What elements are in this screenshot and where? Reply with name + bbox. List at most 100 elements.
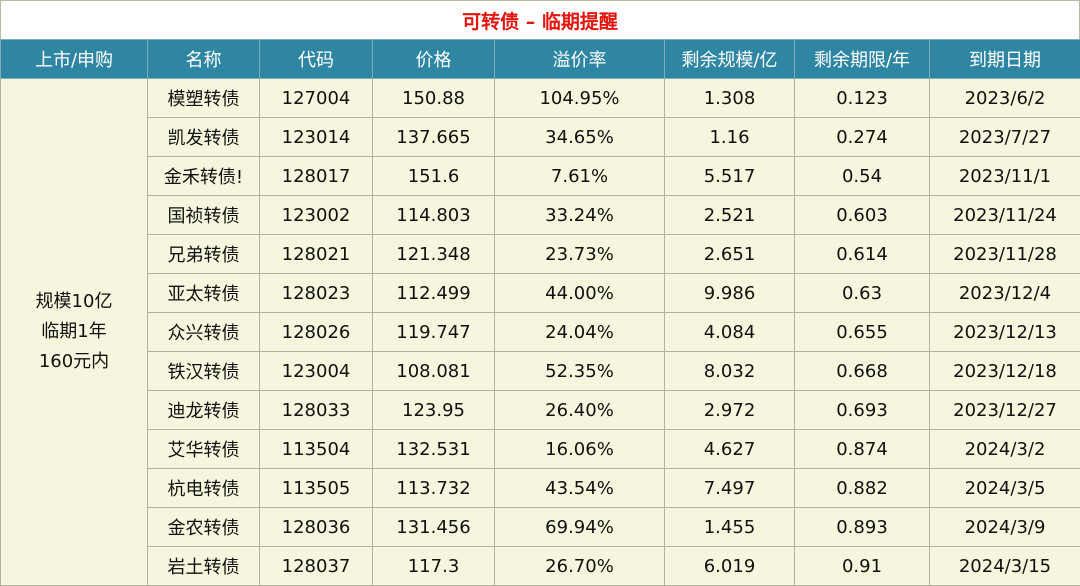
remaining-term-cell: 0.54 [795,157,930,196]
bond-name-cell: 兄弟转债 [148,235,260,274]
remaining-term-cell: 0.603 [795,196,930,235]
remaining-size-cell: 9.986 [665,274,795,313]
remaining-term-cell: 0.274 [795,118,930,157]
price-cell: 132.531 [373,430,495,469]
remaining-term-cell: 0.893 [795,508,930,547]
bond-name-cell: 铁汉转债 [148,352,260,391]
premium-rate-cell: 23.73% [495,235,665,274]
price-cell: 108.081 [373,352,495,391]
remaining-size-cell: 2.521 [665,196,795,235]
remaining-size-cell: 1.455 [665,508,795,547]
remaining-term-cell: 0.668 [795,352,930,391]
bond-code-cell: 128023 [260,274,373,313]
remaining-size-cell: 1.308 [665,79,795,118]
maturity-date-cell: 2023/12/18 [930,352,1080,391]
maturity-date-cell: 2023/7/27 [930,118,1080,157]
maturity-date-cell: 2023/12/13 [930,313,1080,352]
criteria-line: 160元内 [1,347,147,377]
premium-rate-cell: 26.70% [495,547,665,586]
bond-code-cell: 128021 [260,235,373,274]
premium-rate-cell: 52.35% [495,352,665,391]
remaining-term-cell: 0.882 [795,469,930,508]
premium-rate-cell: 104.95% [495,79,665,118]
premium-rate-cell: 34.65% [495,118,665,157]
bond-name-cell: 模塑转债 [148,79,260,118]
remaining-size-cell: 2.651 [665,235,795,274]
bond-code-cell: 123004 [260,352,373,391]
bond-name-cell: 岩土转债 [148,547,260,586]
bond-code-cell: 113504 [260,430,373,469]
maturity-date-cell: 2023/12/27 [930,391,1080,430]
bond-name-cell: 国祯转债 [148,196,260,235]
maturity-date-cell: 2023/6/2 [930,79,1080,118]
table-header-row: 上市/申购 名称 代码 价格 溢价率 剩余规模/亿 剩余期限/年 到期日期 [1,40,1080,79]
column-header-listing: 上市/申购 [1,40,148,79]
remaining-size-cell: 1.16 [665,118,795,157]
bond-code-cell: 123002 [260,196,373,235]
maturity-date-cell: 2024/3/2 [930,430,1080,469]
bond-name-cell: 众兴转债 [148,313,260,352]
criteria-line: 临期1年 [1,317,147,347]
bond-code-cell: 127004 [260,79,373,118]
remaining-size-cell: 8.032 [665,352,795,391]
maturity-date-cell: 2023/11/28 [930,235,1080,274]
column-header-maturity-date: 到期日期 [930,40,1080,79]
price-cell: 119.747 [373,313,495,352]
remaining-term-cell: 0.693 [795,391,930,430]
bond-code-cell: 128036 [260,508,373,547]
maturity-date-cell: 2024/3/9 [930,508,1080,547]
column-header-remaining-term: 剩余期限/年 [795,40,930,79]
remaining-term-cell: 0.655 [795,313,930,352]
maturity-date-cell: 2023/12/4 [930,274,1080,313]
remaining-term-cell: 0.91 [795,547,930,586]
column-header-name: 名称 [148,40,260,79]
maturity-date-cell: 2024/3/15 [930,547,1080,586]
column-header-code: 代码 [260,40,373,79]
remaining-size-cell: 2.972 [665,391,795,430]
bond-code-cell: 113505 [260,469,373,508]
remaining-term-cell: 0.874 [795,430,930,469]
bond-name-cell: 杭电转债 [148,469,260,508]
remaining-size-cell: 4.084 [665,313,795,352]
bond-code-cell: 128026 [260,313,373,352]
premium-rate-cell: 16.06% [495,430,665,469]
criteria-line: 规模10亿 [1,287,147,317]
page-title: 可转债 – 临期提醒 [0,0,1080,39]
premium-rate-cell: 44.00% [495,274,665,313]
bond-name-cell: 金农转债 [148,508,260,547]
bond-code-cell: 128033 [260,391,373,430]
maturity-date-cell: 2023/11/1 [930,157,1080,196]
bond-code-cell: 128017 [260,157,373,196]
remaining-size-cell: 7.497 [665,469,795,508]
remaining-term-cell: 0.614 [795,235,930,274]
price-cell: 131.456 [373,508,495,547]
bond-name-cell: 金禾转债! [148,157,260,196]
remaining-term-cell: 0.63 [795,274,930,313]
price-cell: 137.665 [373,118,495,157]
premium-rate-cell: 43.54% [495,469,665,508]
premium-rate-cell: 7.61% [495,157,665,196]
premium-rate-cell: 26.40% [495,391,665,430]
price-cell: 114.803 [373,196,495,235]
price-cell: 121.348 [373,235,495,274]
bond-table: 上市/申购 名称 代码 价格 溢价率 剩余规模/亿 剩余期限/年 到期日期 规模… [0,39,1080,586]
bond-name-cell: 亚太转债 [148,274,260,313]
bond-code-cell: 123014 [260,118,373,157]
column-header-remaining-size: 剩余规模/亿 [665,40,795,79]
maturity-date-cell: 2023/11/24 [930,196,1080,235]
